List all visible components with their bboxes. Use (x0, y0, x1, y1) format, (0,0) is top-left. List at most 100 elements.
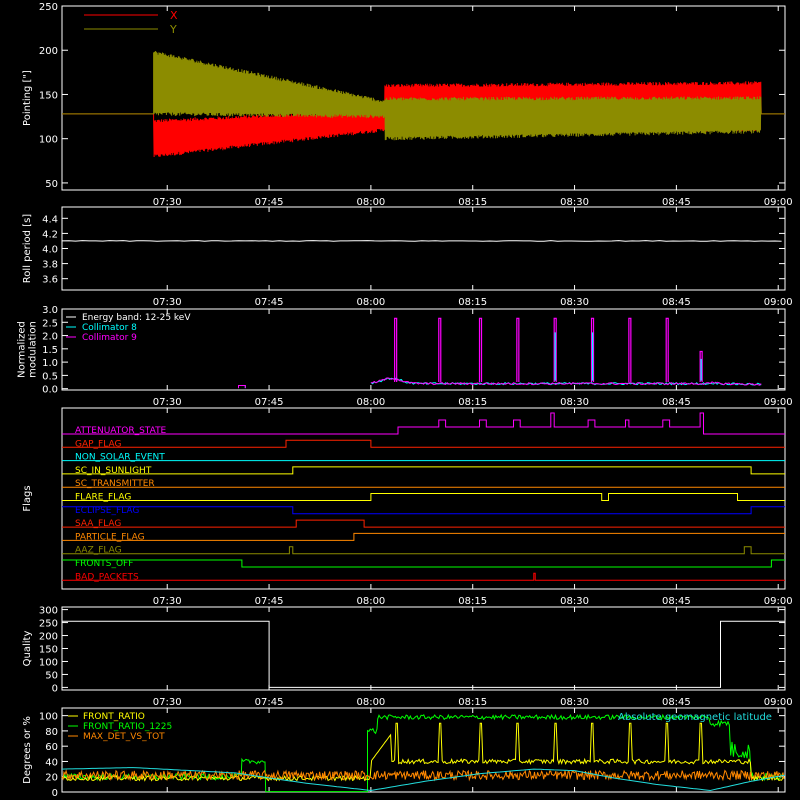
pointing-y-tick-label: 100 (39, 135, 58, 146)
modulation-y-tick-label: 0.0 (42, 385, 58, 396)
time-tick-label: 08:00 (356, 397, 385, 408)
roll-y-tick-label: 3.8 (42, 260, 58, 271)
front-series-front-ratio (61, 722, 785, 782)
modulation-spike (628, 317, 632, 383)
time-tick-label: 09:00 (764, 596, 793, 607)
modulation-y-tick-label: 1.0 (42, 358, 58, 369)
time-tick-label: 08:15 (458, 697, 487, 708)
time-tick-label: 08:00 (356, 596, 385, 607)
modulation-y-tick-label: 1.5 (42, 345, 58, 356)
roll-y-tick-label: 4.2 (42, 229, 58, 240)
time-tick-label: 08:15 (458, 197, 487, 208)
modulation-legend-label: Collimator 9 (82, 333, 137, 343)
modulation-legend-label: Energy band: 12-25 keV (82, 313, 191, 323)
time-tick-label: 08:45 (662, 297, 691, 308)
modulation-spike (394, 317, 398, 383)
time-tick-label: 08:15 (458, 397, 487, 408)
quality-y-tick-label: 50 (45, 670, 58, 681)
flag-label: GAP_FLAG (75, 439, 121, 449)
time-tick-label: 07:30 (153, 397, 182, 408)
pointing-y-tick-label: 50 (45, 179, 58, 190)
geomagnetic-latitude-annotation: Absolute geomagnetic latitude (618, 712, 772, 723)
quality-y-tick-label: 200 (39, 632, 58, 643)
flag-line-sc-in-sunlight (62, 466, 785, 475)
pointing-y-tick-label: 150 (39, 90, 58, 101)
roll-frame (61, 206, 786, 291)
flag-line-fronts-off (62, 559, 785, 568)
quality-panel: 07:30 07:45 08:00 08:15 08:30 08:45 09:00 0 50 10… (22, 606, 793, 708)
roll-panel: 07:30 07:45 08:00 08:15 08:30 08:45 09:00 3.6 3.… (22, 206, 793, 308)
flag-label: FRONTS_OFF (75, 559, 133, 569)
front-y-axis-label: Degrees or % (22, 716, 33, 784)
quality-series (62, 620, 785, 688)
time-tick-label: 08:30 (560, 697, 589, 708)
pointing-panel: 07:30 07:45 08:00 08:15 08:30 08:45 09:00 50 100… (22, 2, 793, 208)
flag-label: ECLIPSE_FLAG (75, 506, 139, 516)
roll-y-tick-label: 4.4 (42, 214, 58, 225)
time-tick-label: 07:45 (255, 197, 284, 208)
modulation-spike (553, 317, 557, 383)
quality-y-tick-label: 150 (39, 645, 58, 656)
flag-line-aaz-flag (62, 546, 785, 555)
front-y-tick-label: 100 (39, 712, 58, 723)
front-y-tick-label: 80 (45, 727, 58, 738)
front-y-tick-label: 60 (45, 742, 58, 753)
collimator-8-series (370, 377, 762, 386)
time-tick-label: 08:15 (458, 297, 487, 308)
modulation-frame (61, 308, 786, 391)
time-tick-label: 08:00 (356, 197, 385, 208)
flag-line-eclipse-flag (62, 506, 785, 515)
flag-label: FLARE_FLAG (75, 493, 131, 503)
modulation-panel: 07:30 07:45 08:00 08:15 08:30 08:45 09:00 0.0 0.… (17, 305, 793, 408)
quality-frame (61, 606, 786, 691)
flag-line-particle-flag (62, 532, 785, 541)
front-legend-label: MAX_DET_VS_TOT (83, 732, 165, 742)
time-tick-label: 08:30 (560, 297, 589, 308)
time-tick-label: 07:45 (255, 297, 284, 308)
roll-y-axis-label: Roll period [s] (22, 214, 33, 283)
flag-line-bad-packets (62, 572, 785, 581)
flag-label: ATTENUATOR_STATE (75, 426, 167, 436)
modulation-spike (590, 317, 595, 383)
modulation-y-axis-label: modulation (28, 321, 39, 378)
flag-label: PARTICLE_FLAG (75, 532, 145, 542)
quality-y-tick-label: 250 (39, 619, 58, 630)
pointing-y-tick-label: 200 (39, 46, 58, 57)
modulation-spike (478, 317, 483, 383)
front-y-tick-label: 20 (45, 773, 58, 784)
flag-line-attenuator-state (62, 412, 785, 435)
time-tick-label: 09:00 (764, 197, 793, 208)
modulation-y-axis-label: Normalized (17, 321, 28, 378)
time-tick-label: 09:00 (764, 297, 793, 308)
time-tick-label: 08:00 (356, 697, 385, 708)
flag-line-saa-flag (62, 519, 785, 528)
flags-y-axis-label: Flags (22, 485, 33, 511)
time-tick-label: 07:45 (255, 697, 284, 708)
pointing-series-x (62, 81, 785, 158)
time-tick-label: 07:30 (153, 596, 182, 607)
flag-label: SC_IN_SUNLIGHT (75, 466, 152, 476)
front-panel: 0 20 40 60 80 100 Degrees or % FRONT_RATIOFRONT… (22, 707, 786, 799)
time-tick-label: 08:15 (458, 596, 487, 607)
quality-y-tick-label: 0 (52, 683, 58, 694)
collimator-9-series (370, 377, 762, 386)
front-frame (61, 707, 786, 793)
pointing-y-axis-label: Pointing ["] (22, 70, 33, 126)
flag-line-flare-flag (62, 493, 785, 501)
time-tick-label: 09:00 (764, 397, 793, 408)
modulation-y-tick-label: 2.0 (42, 332, 58, 343)
flags-frame (61, 407, 786, 590)
modulation-y-tick-label: 2.5 (42, 318, 58, 329)
time-tick-label: 07:30 (153, 697, 182, 708)
front-series-max-det-vs-tot (61, 769, 785, 782)
quality-y-tick-label: 300 (39, 606, 58, 617)
time-tick-label: 08:30 (560, 197, 589, 208)
time-tick-label: 08:45 (662, 397, 691, 408)
modulation-spike (699, 350, 703, 383)
time-tick-label: 08:30 (560, 596, 589, 607)
front-legend-label: FRONT_RATIO (83, 712, 145, 722)
modulation-y-tick-label: 3.0 (42, 305, 58, 316)
time-tick-label: 08:45 (662, 596, 691, 607)
roll-series (61, 240, 782, 242)
